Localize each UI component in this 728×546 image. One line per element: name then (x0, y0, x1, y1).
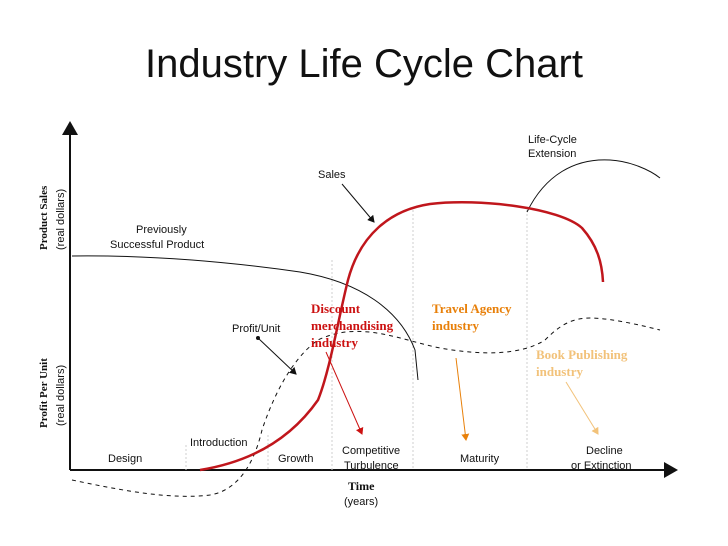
sales-label: Sales (318, 169, 346, 181)
x-axis-unit: (years) (344, 496, 378, 508)
sales-curve (199, 201, 605, 472)
previous-product-curve (71, 255, 419, 381)
extension-curve (526, 159, 661, 213)
y-axis-top-title: Product Sales (38, 185, 50, 250)
annotation-discount-arrow (325, 351, 364, 435)
extension-label-line2: Extension (528, 148, 576, 160)
profit-unit-label: Profit/Unit (232, 323, 280, 335)
annotation-travel-arrow (455, 357, 470, 441)
annotation-book: Book Publishing industry (536, 347, 628, 435)
annotation-discount-line1: Discount (311, 301, 361, 316)
annotation-book-arrow (565, 381, 599, 435)
profit-curve (71, 317, 661, 497)
sales-pointer (341, 183, 375, 223)
stage-decline-line1: Decline (586, 445, 623, 457)
annotation-discount: Discount merchandising industry (311, 301, 394, 435)
previous-product-label-line2: Successful Product (110, 239, 204, 251)
annotation-travel-line1: Travel Agency (432, 301, 512, 316)
x-axis-title: Time (348, 479, 375, 493)
previous-product-label-line1: Previously (136, 224, 187, 236)
annotation-book-line2: industry (536, 364, 583, 379)
stage-decline-line2: or Extinction (571, 460, 632, 472)
y-axis-bottom-unit: (real dollars) (55, 365, 67, 426)
stage-design: Design (108, 453, 142, 465)
annotation-travel: Travel Agency industry (432, 301, 512, 441)
profit-unit-pointer (257, 337, 297, 375)
profit-unit-dot (256, 336, 260, 340)
stage-growth: Growth (278, 453, 313, 465)
y-axis-top-unit: (real dollars) (55, 189, 67, 250)
extension-label-line1: Life-Cycle (528, 134, 577, 146)
annotation-book-line1: Book Publishing (536, 347, 628, 362)
stage-maturity: Maturity (460, 453, 500, 465)
annotation-discount-line3: industry (311, 335, 358, 350)
stage-competitive-line1: Competitive (342, 445, 400, 457)
annotation-travel-line2: industry (432, 318, 479, 333)
page-title: Industry Life Cycle Chart (145, 42, 583, 86)
y-axis-bottom-title: Profit Per Unit (38, 358, 50, 428)
annotation-discount-line2: merchandising (311, 318, 394, 333)
stage-introduction: Introduction (190, 437, 247, 449)
stage-competitive-line2: Turbulence (344, 460, 399, 472)
